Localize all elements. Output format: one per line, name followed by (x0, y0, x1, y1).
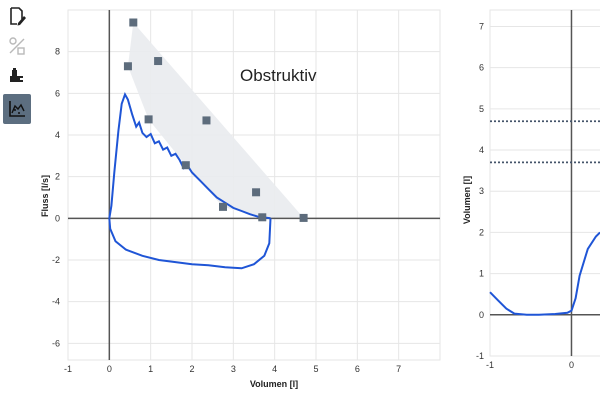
y-tick-label: -4 (52, 297, 60, 307)
compare-button[interactable] (3, 32, 31, 60)
inspiratory-flow-curve (108, 218, 272, 270)
predicted-marker (129, 18, 138, 27)
x-tick-label: 6 (355, 364, 360, 374)
y-axis-title-volume: Volumen [l] (462, 176, 472, 224)
expiratory-flow-curve (108, 91, 271, 220)
plot-frame (489, 9, 600, 357)
y-tick-label: 4 (479, 145, 484, 155)
flow-volume-chart[interactable]: -1 0 1 2 3 4 5 6 7 -6 -4 -2 0 2 4 6 8 Obstruktiv Volumen… (34, 0, 444, 400)
report-edit-button[interactable] (3, 2, 31, 30)
predicted-marker (123, 62, 132, 71)
y-tick-label: 3 (479, 186, 484, 196)
x-tick-label: 7 (396, 364, 401, 374)
y-tick-label: -6 (52, 338, 60, 348)
predicted-marker (219, 202, 227, 211)
predicted-marker (202, 116, 211, 125)
x-tick-label: 3 (231, 364, 236, 374)
volume-time-chart[interactable]: -1 0 -1 0 1 2 3 4 5 6 7 Volumen [l] (444, 0, 600, 400)
inhaler-icon (10, 68, 24, 82)
y-tick-label: 6 (55, 88, 60, 98)
toolbar (0, 0, 34, 400)
predicted-marker (299, 213, 308, 222)
y-tick-label: -1 (476, 351, 484, 361)
x-tick-label: 2 (189, 364, 194, 374)
compare-icon (9, 37, 25, 55)
predicted-marker (144, 115, 153, 124)
y-tick-label: 2 (479, 227, 484, 237)
volume-curve (489, 231, 600, 316)
y-tick-label: 0 (55, 213, 60, 223)
y-axis-title: Fluss [l/s] (40, 175, 50, 217)
x-tick-label: 1 (148, 364, 153, 374)
x-axis-title: Volumen [l] (250, 379, 298, 389)
y-tick-label: 2 (55, 172, 60, 182)
flow-volume-chart-icon (9, 101, 25, 117)
predicted-marker (154, 57, 163, 66)
y-tick-label: 0 (479, 310, 484, 320)
x-tick-label: 0 (107, 364, 112, 374)
x-tick-label: -1 (486, 360, 494, 370)
x-tick-label: 5 (313, 364, 318, 374)
y-tick-label: 1 (479, 269, 484, 279)
x-tick-label: 0 (569, 360, 574, 370)
predicted-marker (252, 188, 261, 197)
y-tick-label: -2 (52, 255, 60, 265)
flow-volume-panel: -1 0 1 2 3 4 5 6 7 -6 -4 -2 0 2 4 6 8 Obstruktiv Volumen… (34, 0, 444, 400)
x-tick-label: 4 (272, 364, 277, 374)
inhaler-button[interactable] (3, 62, 31, 90)
x-tick-label: -1 (64, 364, 72, 374)
y-tick-label: 8 (55, 47, 60, 57)
y-tick-label: 5 (479, 104, 484, 114)
volume-time-panel: -1 0 -1 0 1 2 3 4 5 6 7 Volumen [l] (444, 0, 600, 400)
y-tick-label: 4 (55, 130, 60, 140)
predicted-marker (181, 161, 190, 170)
pattern-annotation: Obstruktiv (240, 66, 317, 85)
report-edit-icon (10, 7, 26, 26)
flow-volume-chart-button[interactable] (3, 94, 31, 124)
y-tick-label: 6 (479, 63, 484, 73)
predicted-marker (258, 213, 267, 222)
y-tick-label: 7 (479, 21, 484, 31)
